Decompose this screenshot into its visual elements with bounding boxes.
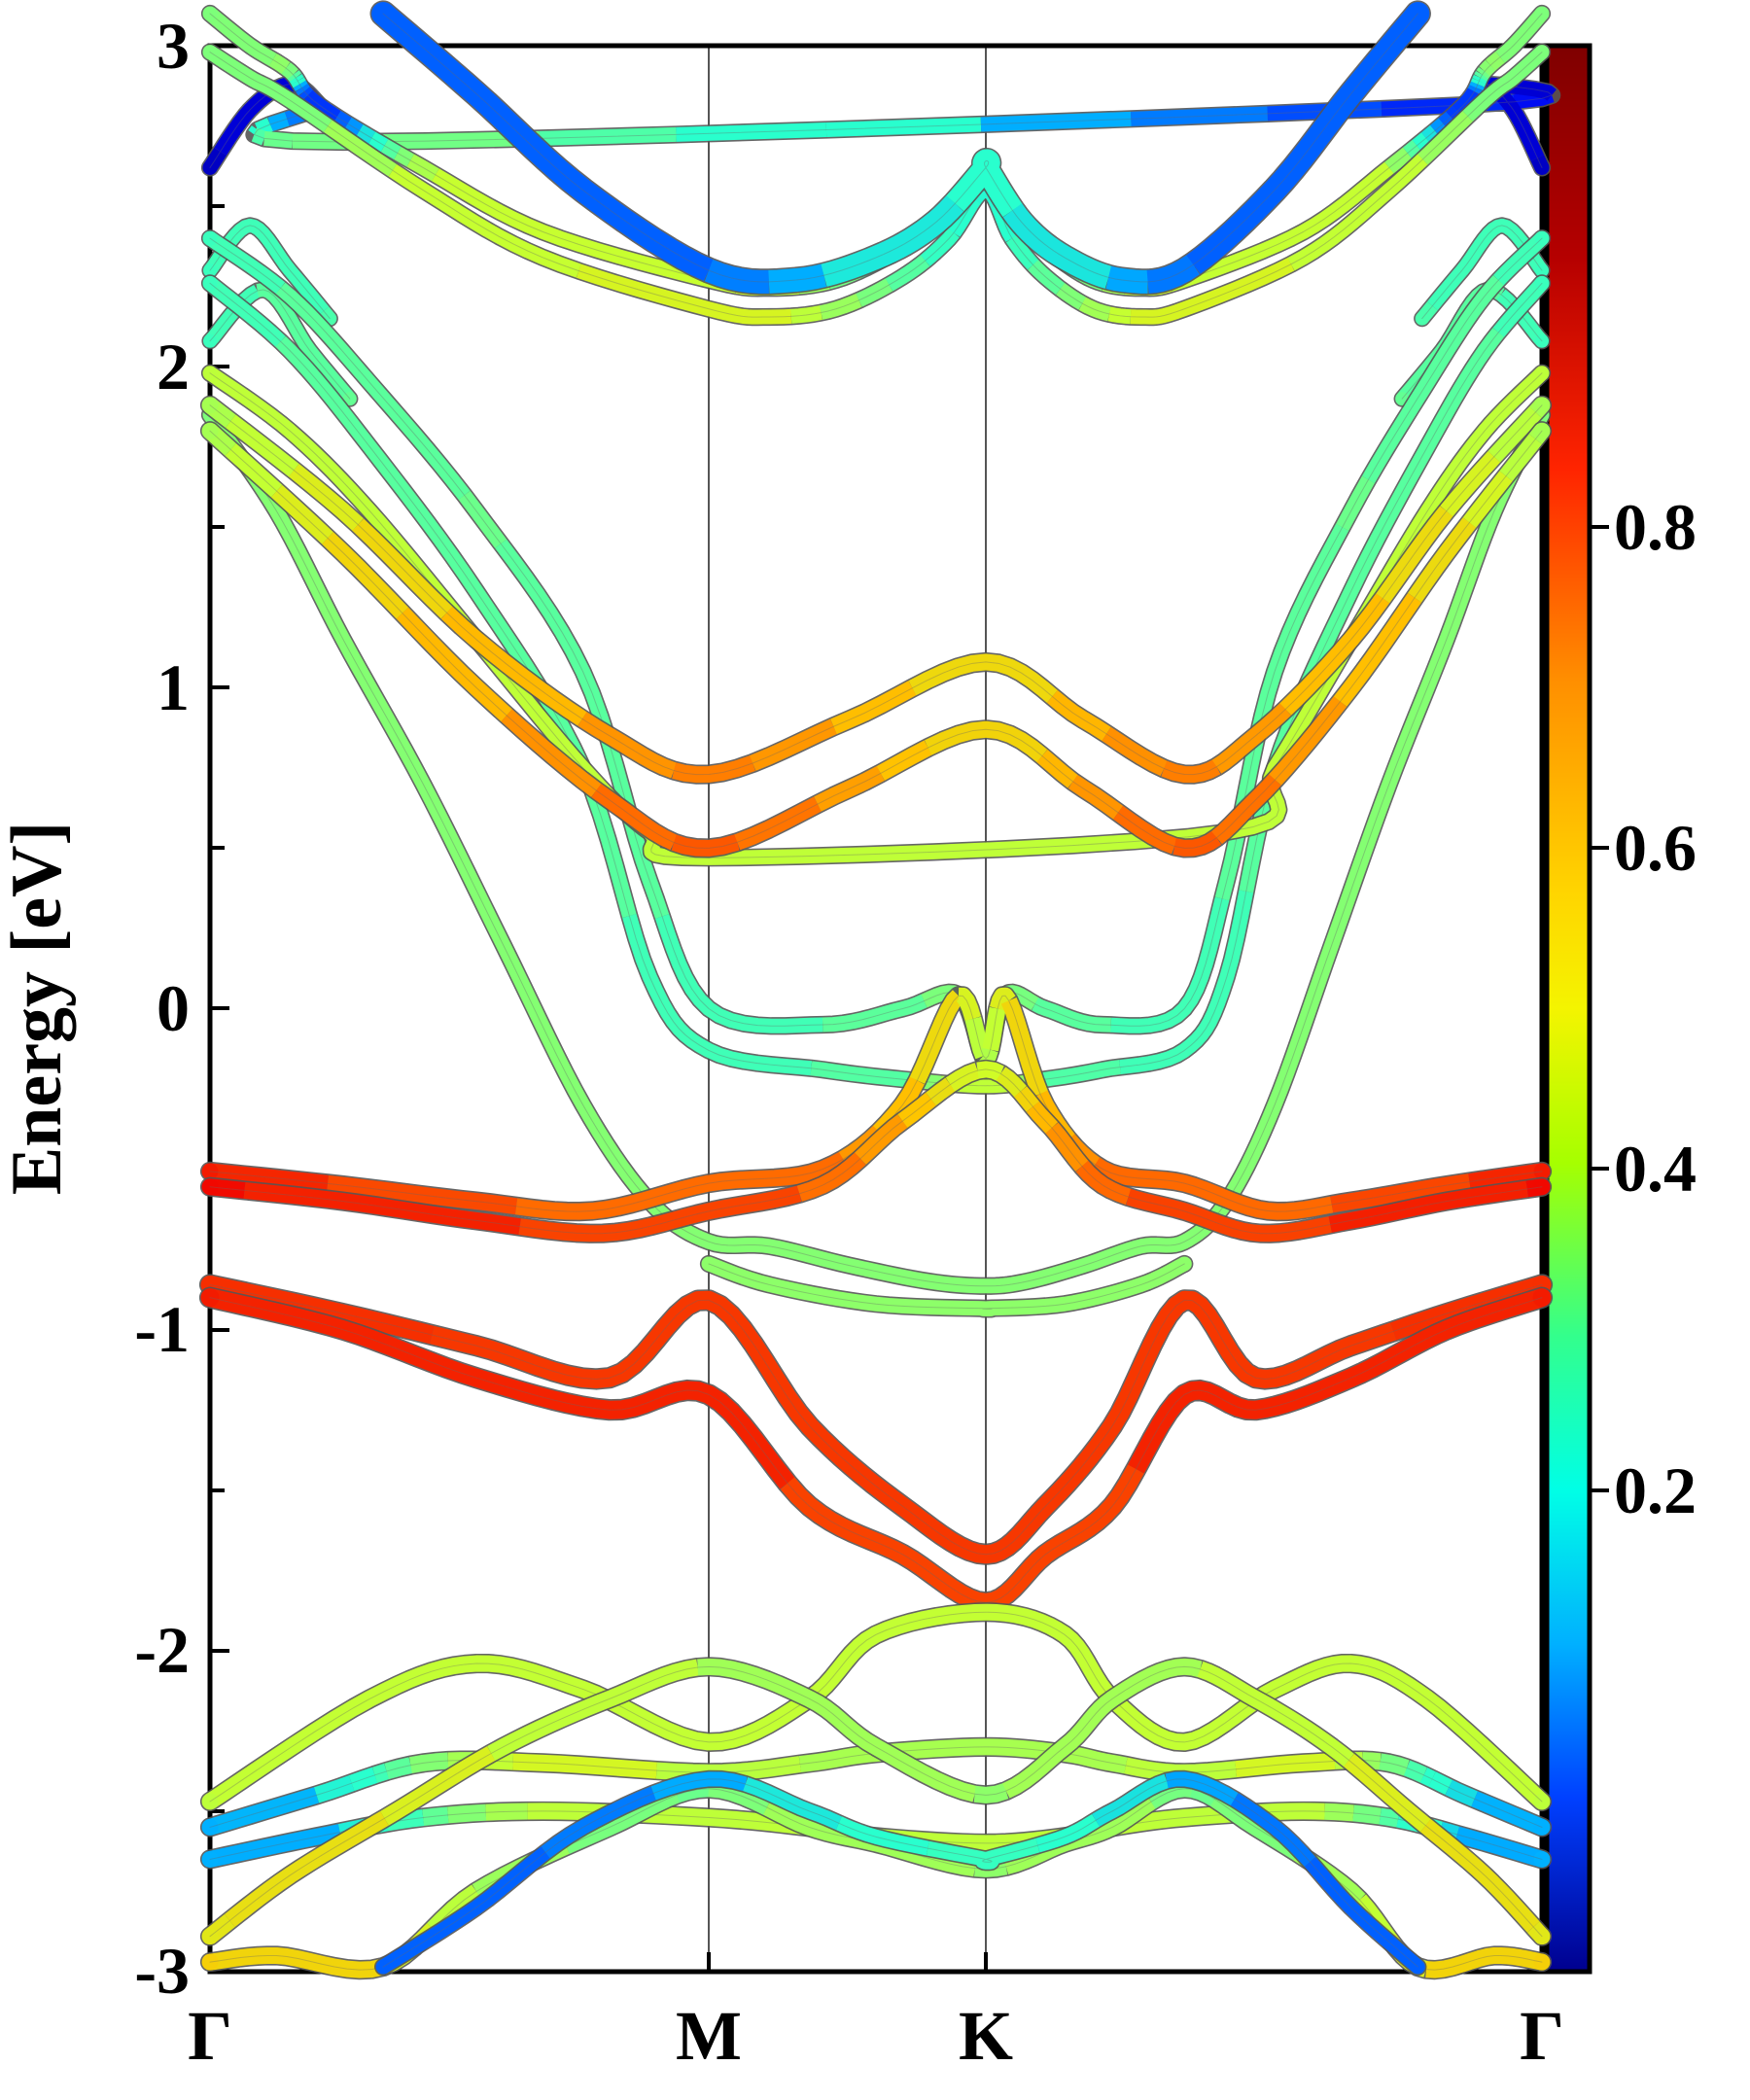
svg-text:-1: -1: [134, 1292, 190, 1366]
svg-text:Energy [eV]: Energy [eV]: [0, 822, 77, 1195]
svg-text:0.4: 0.4: [1614, 1132, 1697, 1206]
svg-text:0: 0: [157, 971, 190, 1045]
svg-text:-3: -3: [134, 1934, 190, 2008]
svg-text:Γ: Γ: [1520, 1997, 1564, 2075]
svg-text:3: 3: [157, 9, 190, 83]
svg-text:0.6: 0.6: [1614, 811, 1697, 885]
svg-text:2: 2: [157, 330, 190, 403]
svg-text:Γ: Γ: [188, 1997, 232, 2075]
svg-text:M: M: [676, 1997, 742, 2075]
svg-text:1: 1: [157, 650, 190, 724]
svg-text:K: K: [959, 1997, 1013, 2075]
svg-text:0.2: 0.2: [1614, 1453, 1697, 1527]
svg-text:0.8: 0.8: [1614, 490, 1697, 564]
svg-text:-2: -2: [134, 1613, 190, 1687]
